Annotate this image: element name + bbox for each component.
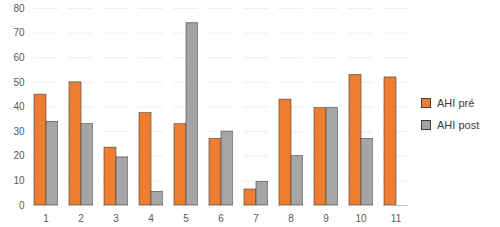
svg-text:20: 20	[13, 150, 25, 161]
html-text:AHI post: AHI post	[437, 118, 480, 131]
svg-text:10: 10	[13, 175, 25, 186]
svg-text:50: 50	[13, 77, 25, 88]
svg-text:5: 5	[183, 213, 189, 224]
svg-text:1: 1	[43, 213, 49, 224]
svg-text:3: 3	[113, 213, 119, 224]
svg-text:10: 10	[355, 213, 367, 224]
svg-text:70: 70	[13, 27, 25, 38]
svg-text:2: 2	[78, 213, 84, 224]
svg-text:40: 40	[13, 101, 25, 112]
svg-text:7: 7	[253, 213, 259, 224]
svg-text:60: 60	[13, 52, 25, 63]
html-text:AHI pré: AHI pré	[437, 96, 475, 109]
svg-text:4: 4	[148, 213, 154, 224]
svg-text:11: 11	[391, 213, 402, 224]
svg-text:80: 80	[13, 3, 25, 14]
svg-text:0: 0	[19, 200, 25, 211]
svg-text:30: 30	[13, 126, 25, 137]
svg-text:9: 9	[323, 213, 329, 224]
svg-text:8: 8	[288, 213, 294, 224]
svg-text:6: 6	[218, 213, 224, 224]
